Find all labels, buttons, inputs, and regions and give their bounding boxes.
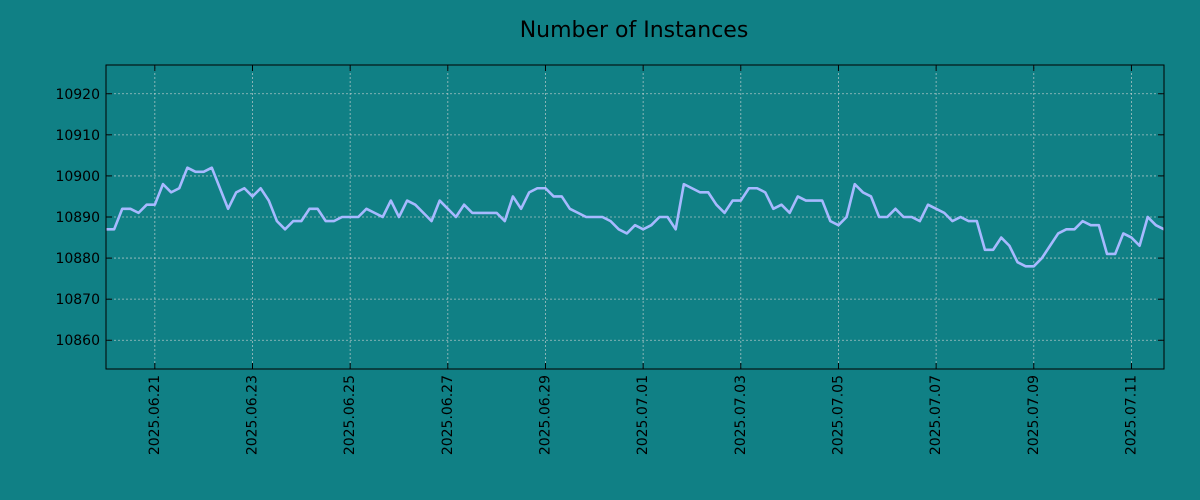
x-tick-label: 2025.07.03 [733,375,749,455]
x-tick-label: 2025.07.05 [830,375,846,455]
y-tick-label: 10900 [55,169,100,185]
x-tick-label: 2025.07.11 [1123,375,1139,455]
x-tick-label: 2025.06.27 [440,375,456,455]
y-tick-label: 10890 [55,210,100,226]
x-tick-label: 2025.07.07 [928,375,944,455]
grid-lines [106,65,1164,369]
y-tick-label: 10920 [55,87,100,103]
y-tick-label: 10880 [55,251,100,267]
x-tick-label: 2025.07.01 [635,375,651,455]
x-tick-label: 2025.06.23 [244,375,260,455]
chart-title: Number of Instances [520,18,749,43]
y-tick-label: 10870 [55,292,100,308]
x-tick-label: 2025.07.09 [1026,375,1042,455]
x-tick-label: 2025.06.21 [147,375,163,455]
plot-frame [105,64,1165,370]
axis-ticks [106,65,1164,369]
y-tick-label: 10860 [55,333,100,349]
x-tick-label: 2025.06.25 [342,375,358,455]
x-tick-label: 2025.06.29 [537,375,553,455]
y-tick-labels: 10860 10870 10880 10890 10900 10910 10920 [55,87,100,349]
series-line [106,166,1165,268]
y-tick-label: 10910 [55,128,100,144]
x-tick-labels: 2025.06.21 2025.06.23 2025.06.25 2025.06.27… [147,375,1140,455]
